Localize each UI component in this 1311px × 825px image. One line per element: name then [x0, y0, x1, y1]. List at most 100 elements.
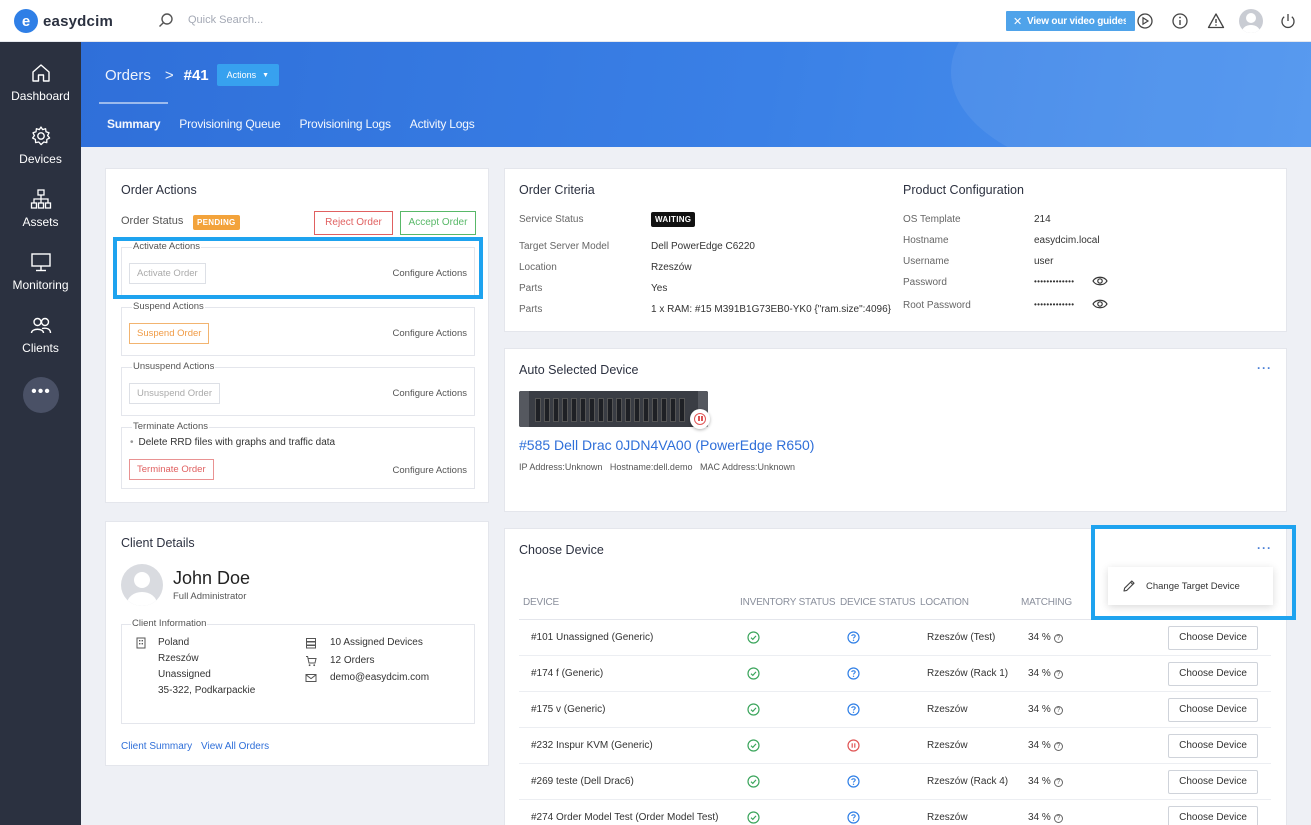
building-icon [136, 637, 146, 649]
server-icon [306, 638, 316, 649]
user-avatar[interactable] [1239, 9, 1263, 33]
config-label: Username [903, 256, 950, 267]
table-row[interactable]: #274 Order Model Test (Order Model Test)… [519, 800, 1271, 825]
accept-order-button[interactable]: Accept Order [400, 211, 476, 235]
choose-device-button[interactable]: Choose Device [1168, 806, 1258, 825]
location: Rzeszów (Rack 4) [927, 776, 1009, 787]
device-meta: IP Address:Unknown Hostname:dell.demo MA… [519, 462, 800, 472]
actions-label: Actions [226, 70, 257, 80]
actions-dropdown-button[interactable]: Actions ▼ [216, 64, 280, 86]
terminate-order-button[interactable]: Terminate Order [129, 459, 214, 480]
reject-order-button[interactable]: Reject Order [314, 211, 393, 235]
table-row[interactable]: #101 Unassigned (Generic) Rzeszów (Test)… [519, 620, 1271, 656]
home-icon [31, 64, 50, 82]
video-guides-button[interactable]: ✕ View our video guides [1006, 11, 1136, 31]
orders-count[interactable]: 12 Orders [330, 655, 375, 666]
drive-bay [670, 398, 676, 422]
choose-device-button[interactable]: Choose Device [1168, 698, 1258, 722]
matching: 34 %? [1028, 812, 1063, 823]
column-header-matching[interactable]: MATCHING [1021, 597, 1072, 608]
search-icon[interactable] [158, 12, 174, 28]
column-header-device[interactable]: DEVICE [523, 597, 560, 608]
criteria-label: Service Status [519, 214, 584, 225]
info-icon[interactable] [1171, 12, 1189, 30]
play-circle-icon[interactable] [1136, 12, 1154, 30]
change-target-device-menu-item[interactable]: Change Target Device [1108, 567, 1273, 605]
help-icon[interactable]: ? [1053, 778, 1063, 787]
activate-order-button[interactable]: Activate Order [129, 263, 206, 284]
sidebar-item-dashboard[interactable]: Dashboard [0, 62, 81, 103]
more-icon[interactable]: ••• [23, 377, 59, 413]
choose-device-button[interactable]: Choose Device [1168, 734, 1258, 758]
configure-actions-link[interactable]: Configure Actions [392, 388, 467, 399]
group-title: Unsuspend Actions [132, 361, 216, 372]
device-link[interactable]: #585 Dell Drac 0JDN4VA00 (PowerEdge R650… [519, 437, 815, 453]
server-ear [519, 391, 529, 427]
configure-actions-link[interactable]: Configure Actions [392, 268, 467, 279]
power-icon[interactable] [1279, 12, 1297, 30]
matching: 34 %? [1028, 776, 1063, 787]
close-icon[interactable]: ✕ [1013, 15, 1023, 28]
logo[interactable]: e easydcim [14, 9, 113, 33]
table-row[interactable]: #269 teste (Dell Drac6) Rzeszów (Rack 4)… [519, 764, 1271, 800]
sidebar-item-monitoring[interactable]: Monitoring [0, 251, 81, 292]
drive-bay [598, 398, 604, 422]
help-icon[interactable]: ? [1053, 706, 1063, 715]
breadcrumb-orders[interactable]: Orders [105, 66, 151, 84]
tab-provisioning-queue[interactable]: Provisioning Queue [179, 117, 281, 131]
location: Rzeszów [927, 740, 968, 751]
client-information-box: Client Information Poland Rzeszów Unassi… [121, 618, 475, 724]
table-row[interactable]: #174 f (Generic) Rzeszów (Rack 1) 34 %? … [519, 656, 1271, 692]
sidebar-item-assets[interactable]: Assets [0, 188, 81, 229]
order-criteria-title: Order Criteria [519, 183, 595, 197]
drive-bay [616, 398, 622, 422]
client-role: Full Administrator [173, 591, 247, 602]
client-email[interactable]: demo@easydcim.com [330, 672, 430, 683]
criteria-value: Dell PowerEdge C6220 [651, 241, 755, 252]
warning-icon[interactable] [1207, 12, 1225, 30]
hostname: Hostname:dell.demo [609, 462, 693, 472]
choose-device-button[interactable]: Choose Device [1168, 770, 1258, 794]
sidebar-item-clients[interactable]: Clients [0, 314, 81, 355]
configure-actions-link[interactable]: Configure Actions [392, 328, 467, 339]
highlight-change-target-device [1091, 525, 1296, 620]
configure-actions-link[interactable]: Configure Actions [392, 465, 467, 476]
table-row[interactable]: #175 v (Generic) Rzeszów 34 %? Choose De… [519, 692, 1271, 728]
eye-icon[interactable] [1092, 298, 1108, 310]
choose-device-button[interactable]: Choose Device [1168, 662, 1258, 686]
logo-icon: e [14, 9, 38, 33]
search-input[interactable] [188, 14, 348, 26]
tab-activity-logs[interactable]: Activity Logs [409, 117, 475, 131]
unsuspend-order-button[interactable]: Unsuspend Order [129, 383, 220, 404]
tab-summary[interactable]: Summary [99, 102, 169, 147]
help-icon[interactable]: ? [1053, 742, 1063, 751]
mac-address: MAC Address:Unknown [699, 462, 796, 472]
suspend-order-button[interactable]: Suspend Order [129, 323, 210, 344]
check-circle-icon [747, 811, 760, 824]
column-header-location[interactable]: LOCATION [920, 597, 969, 608]
sidebar-item-label: Monitoring [12, 278, 69, 292]
eye-icon[interactable] [1092, 275, 1108, 287]
address-region: Unassigned [158, 669, 211, 680]
activate-actions-group: Activate Actions Activate Order Configur… [121, 241, 475, 296]
more-menu-icon[interactable]: ··· [1257, 361, 1272, 375]
device-name: #175 v (Generic) [531, 704, 606, 715]
sidebar-item-label: Assets [22, 215, 59, 229]
drive-bay [544, 398, 550, 422]
logo-text: easydcim [43, 12, 113, 30]
sidebar-item-label: Devices [19, 152, 62, 166]
column-header-device-status[interactable]: DEVICE STATUS [840, 597, 916, 608]
help-icon[interactable]: ? [1053, 670, 1063, 679]
column-header-inventory-status[interactable]: INVENTORY STATUS [740, 597, 836, 608]
help-icon[interactable]: ? [1053, 814, 1063, 823]
client-summary-link[interactable]: Client Summary [121, 741, 193, 752]
assigned-devices[interactable]: 10 Assigned Devices [330, 637, 423, 648]
tab-provisioning-logs[interactable]: Provisioning Logs [299, 117, 391, 131]
sidebar-item-devices[interactable]: Devices [0, 125, 81, 166]
help-icon[interactable]: ? [1053, 634, 1063, 643]
more-menu-icon[interactable]: ··· [1257, 541, 1272, 555]
table-row[interactable]: #232 Inspur KVM (Generic) Rzeszów 34 %? … [519, 728, 1271, 764]
terminate-note: • Delete RRD files with graphs and traffi… [130, 437, 335, 448]
choose-device-button[interactable]: Choose Device [1168, 626, 1258, 650]
view-all-orders-link[interactable]: View All Orders [201, 741, 270, 752]
